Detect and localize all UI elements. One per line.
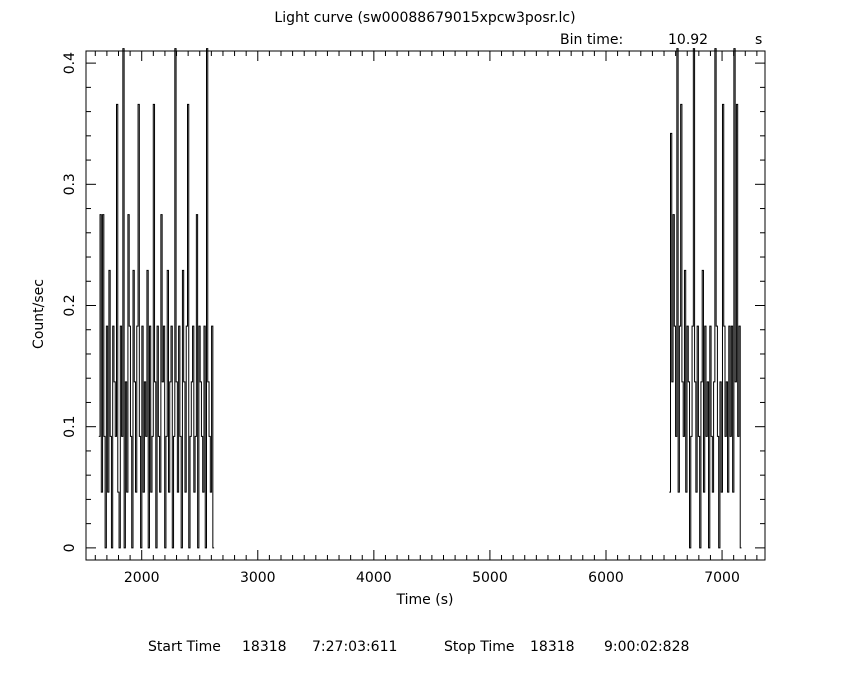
x-tick-labels: 2000 3000 4000 5000 6000 7000 <box>124 570 740 586</box>
start-time-label: Start Time <box>148 639 221 655</box>
chart-title: Light curve (sw00088679015xpcw3posr.lc) <box>274 10 575 26</box>
y-axis-label: Count/sec <box>31 279 47 349</box>
bin-time-label: Bin time: <box>560 32 623 48</box>
stop-time-label: Stop Time <box>444 639 515 655</box>
bin-time-value: 10.92 <box>668 32 708 48</box>
stop-time-value: 9:00:02:828 <box>604 639 689 655</box>
start-time-value: 7:27:03:611 <box>312 639 397 655</box>
y-tick-label: 0.3 <box>62 173 78 195</box>
x-tick-label: 6000 <box>588 570 624 586</box>
stop-time-day: 18318 <box>530 639 575 655</box>
x-tick-label: 3000 <box>240 570 276 586</box>
axis-ticks <box>86 51 765 560</box>
y-tick-labels: 0 0.1 0.2 0.3 0.4 <box>62 52 78 552</box>
x-axis-label: Time (s) <box>396 592 454 608</box>
y-tick-label: 0.4 <box>62 52 78 74</box>
y-tick-label: 0.2 <box>62 294 78 316</box>
y-tick-label: 0 <box>62 543 78 552</box>
x-tick-label: 2000 <box>124 570 160 586</box>
light-curve-series <box>98 48 742 549</box>
y-tick-label: 0.1 <box>62 416 78 438</box>
start-time-day: 18318 <box>242 639 287 655</box>
x-tick-label: 5000 <box>472 570 508 586</box>
x-tick-label: 7000 <box>704 570 740 586</box>
x-tick-label: 4000 <box>356 570 392 586</box>
series-segment-2 <box>669 48 742 549</box>
bin-time-unit: s <box>755 32 762 48</box>
series-segment-1 <box>98 48 215 549</box>
